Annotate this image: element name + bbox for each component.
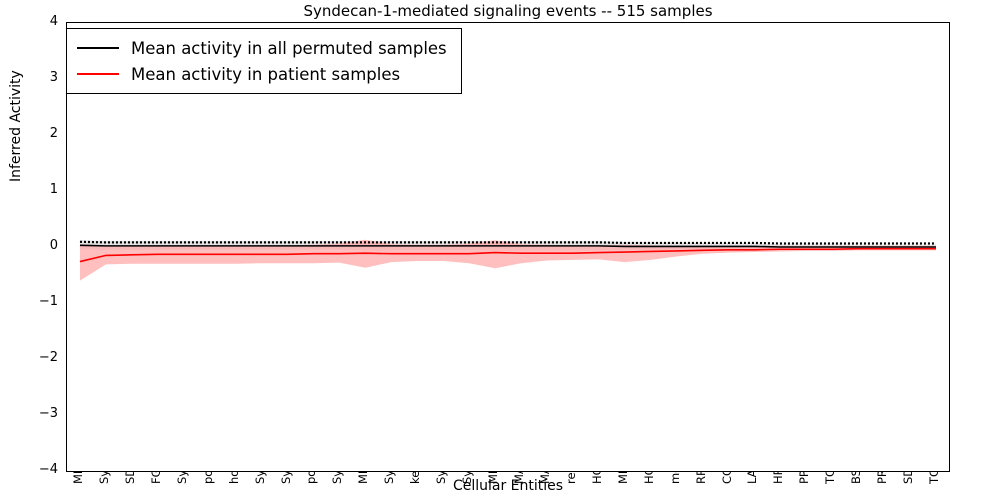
legend-swatch-icon	[77, 47, 119, 49]
mean-line	[79, 244, 937, 248]
y-tick-label: 1	[49, 182, 58, 197]
y-tick-label: 0	[49, 238, 58, 253]
x-axis-label: Cellular Entities	[452, 478, 564, 494]
plot-series-svg	[79, 239, 937, 281]
y-axis-label: Inferred Activity	[8, 70, 24, 182]
y-tick-label: −1	[38, 294, 58, 309]
y-tick-label: −2	[38, 350, 58, 365]
legend-label: Mean activity in patient samples	[131, 64, 401, 84]
y-tick-label: −4	[38, 462, 58, 477]
y-tick-label: 2	[49, 126, 58, 141]
mean-line	[79, 247, 937, 263]
legend-item: Mean activity in all permuted samples	[77, 35, 447, 61]
plot-clip	[67, 23, 949, 471]
y-tick-label: 3	[49, 70, 58, 85]
y-tick-label: 4	[49, 14, 58, 29]
plot-area	[66, 22, 950, 472]
legend-item: Mean activity in patient samples	[77, 61, 447, 87]
legend-label: Mean activity in all permuted samples	[131, 38, 447, 58]
y-axis-label-container: Inferred Activity	[8, 0, 34, 500]
chart-legend: Mean activity in all permuted samples Mea…	[66, 28, 462, 94]
y-tick-label: −3	[38, 406, 58, 421]
legend-swatch-icon	[77, 73, 119, 75]
chart-title: Syndecan-1-mediated signaling events -- …	[303, 2, 713, 20]
mean-line-dotted	[79, 240, 937, 245]
